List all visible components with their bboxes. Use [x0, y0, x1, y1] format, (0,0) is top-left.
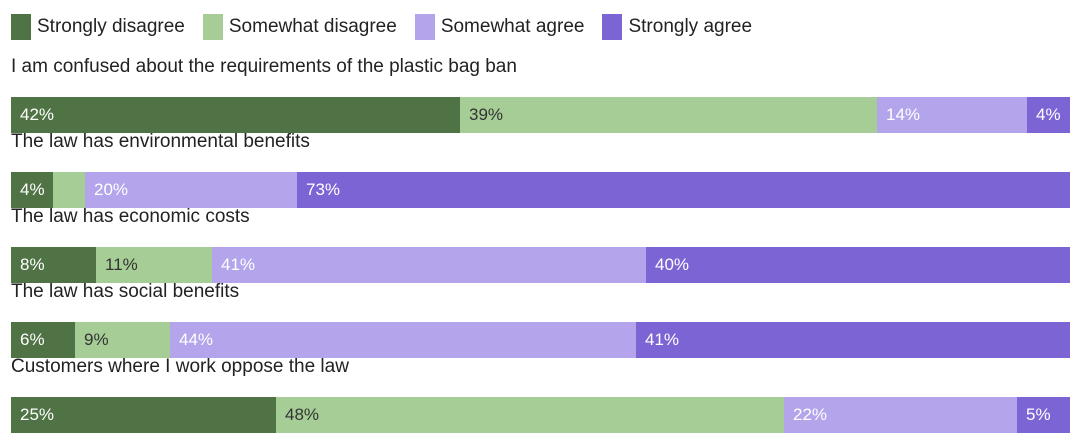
legend-item: Strongly agree: [602, 14, 752, 40]
data-label: 8%: [20, 255, 45, 274]
legend-item: Somewhat agree: [414, 14, 585, 40]
data-label: 9%: [84, 330, 109, 349]
bar-segment: 8%: [11, 247, 96, 283]
chart-row: I am confused about the requirements of …: [11, 55, 1070, 133]
bar-segment: 4%: [1027, 97, 1070, 133]
bar-segment: 20%: [85, 172, 297, 208]
legend-swatch: [202, 14, 223, 40]
category-label: I am confused about the requirements of …: [11, 56, 517, 77]
stacked-bar: 25% 48% 22% 5%: [11, 397, 1070, 433]
legend-label: Somewhat disagree: [228, 16, 397, 37]
legend-item: Somewhat disagree: [202, 14, 397, 40]
data-label: 4%: [1036, 105, 1061, 124]
category-label: The law has environmental benefits: [11, 131, 310, 152]
chart-row: The law has social benefits 6% 9% 44% 41%: [11, 280, 1070, 358]
data-label: 25%: [20, 405, 55, 424]
chart-row: Customers where I work oppose the law 25%…: [11, 355, 1070, 433]
bar-segment: 4%: [11, 172, 53, 208]
data-label: 44%: [179, 330, 214, 349]
data-label: 22%: [793, 405, 828, 424]
category-label: Customers where I work oppose the law: [11, 356, 349, 377]
data-label: 48%: [285, 405, 320, 424]
bar-segment: 41%: [212, 247, 646, 283]
bar-segment: 41%: [636, 322, 1070, 358]
data-label: 14%: [886, 105, 921, 124]
bar-segment: 25%: [11, 397, 276, 433]
bar-segment: 14%: [877, 97, 1027, 133]
bar-segment: 11%: [96, 247, 212, 283]
bar-segment: 6%: [11, 322, 75, 358]
chart-row: The law has environmental benefits 4% 20% 7…: [11, 130, 1070, 208]
data-label: 6%: [20, 330, 45, 349]
data-label: 11%: [105, 255, 138, 274]
legend-label: Somewhat agree: [440, 16, 585, 37]
bar-segment: [53, 172, 85, 208]
data-label: 41%: [645, 330, 680, 349]
legend-swatch: [11, 14, 31, 40]
bar-segment: 40%: [646, 247, 1070, 283]
legend-item: Strongly disagree: [11, 14, 185, 40]
category-label: The law has economic costs: [11, 206, 250, 227]
data-label: 39%: [469, 105, 504, 124]
bar-segment: 39%: [460, 97, 877, 133]
data-label: 20%: [94, 180, 129, 199]
bar-segment: 48%: [276, 397, 784, 433]
data-label: 73%: [306, 180, 341, 199]
data-label: 5%: [1026, 405, 1051, 424]
data-label: 4%: [20, 180, 45, 199]
stacked-bar: 42% 39% 14% 4%: [11, 97, 1070, 133]
chart-legend: Strongly disagree Somewhat disagree Somewh…: [11, 13, 752, 41]
stacked-bar: 6% 9% 44% 41%: [11, 322, 1070, 358]
stacked-bar: 4% 20% 73%: [11, 172, 1070, 208]
bar-segment: 9%: [75, 322, 170, 358]
legend-swatch: [602, 14, 623, 40]
legend-label: Strongly agree: [628, 16, 753, 37]
legend-swatch: [414, 14, 435, 40]
bar-segment: 42%: [11, 97, 460, 133]
stacked-bar: 8% 11% 41% 40%: [11, 247, 1070, 283]
chart-row: The law has economic costs 8% 11% 41% 40%: [11, 205, 1070, 283]
bar-segment: 73%: [297, 172, 1070, 208]
data-label: 42%: [20, 105, 55, 124]
bar-segment: 5%: [1017, 397, 1070, 433]
data-label: 41%: [221, 255, 256, 274]
legend-label: Strongly disagree: [37, 16, 185, 37]
stacked-bar-chart: I am confused about the requirements of …: [0, 55, 1070, 433]
bar-segment: 44%: [170, 322, 636, 358]
bar-segment: 22%: [784, 397, 1017, 433]
data-label: 40%: [655, 255, 690, 274]
category-label: The law has social benefits: [11, 281, 240, 302]
